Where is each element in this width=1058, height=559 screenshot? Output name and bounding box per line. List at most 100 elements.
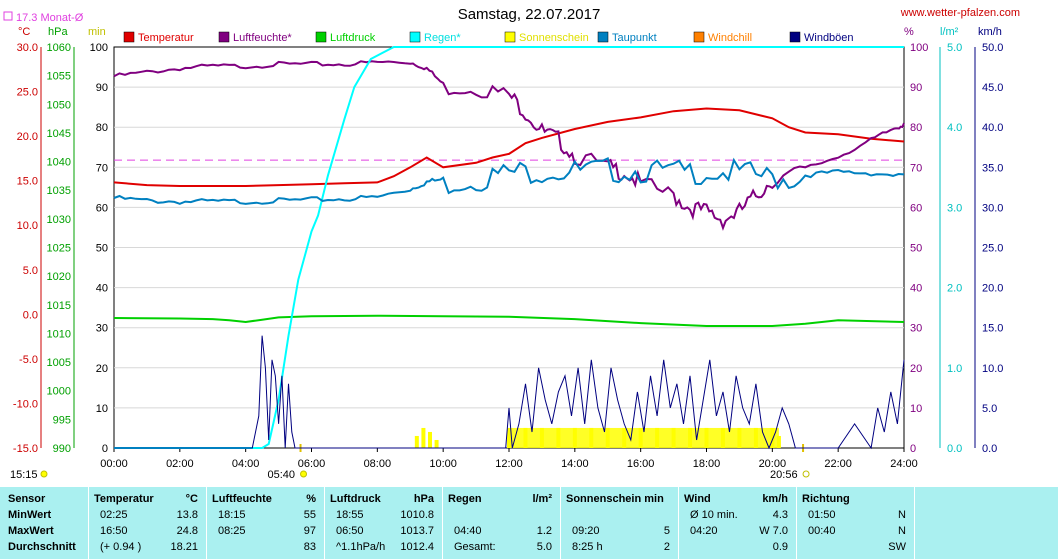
- stats-column-divider: [678, 487, 679, 559]
- stats-richtung-header: Richtung: [802, 493, 850, 505]
- stats-temperatur-value: 18.21: [170, 541, 198, 553]
- stats-temperatur-header: Temperatur: [94, 493, 154, 505]
- stats-richtung-value: N: [898, 525, 906, 537]
- sunshine-bar: [421, 427, 426, 448]
- humidity-tick-label: 50: [910, 243, 922, 255]
- legend-label: Windböen: [804, 32, 854, 44]
- time-tick-label: 22:00: [824, 458, 852, 470]
- humidity-tick-label: 20: [910, 363, 922, 375]
- stats-wind-label: Ø 10 min.: [690, 509, 738, 521]
- humidity-tick-label: 0: [910, 443, 916, 455]
- time-tick-label: 18:00: [693, 458, 721, 470]
- pressure-tick-label: 1020: [47, 271, 71, 283]
- legend-label: Luftdruck: [330, 32, 376, 44]
- sunshine-tick-label: 20: [96, 363, 108, 375]
- pressure-tick-label: 1000: [47, 386, 71, 398]
- legend-swatch: [597, 31, 609, 43]
- sunshine-tick-label: 50: [96, 243, 108, 255]
- stats-row-max: MaxWert: [8, 525, 54, 537]
- rain-tick-label: 1.0: [947, 363, 962, 375]
- stats-regen-value: 5.0: [536, 541, 552, 553]
- sunshine-tick-label: 90: [96, 82, 108, 94]
- stats-richtung-label: 01:50: [808, 509, 836, 521]
- stats-regen-label: 04:40: [454, 525, 482, 537]
- sunrise-icon: [300, 470, 308, 478]
- sunshine-tick-label: 100: [90, 42, 108, 54]
- stats-temperatur-label: 02:25: [100, 509, 128, 521]
- temp-tick-label: 15.0: [17, 176, 38, 188]
- stats-wind-value: 4.3: [772, 509, 788, 521]
- month-avg-label: 17.3 Monat-Ø: [16, 12, 84, 24]
- chart-title: Samstag, 22.07.2017: [457, 6, 601, 23]
- sunshine-bar: [434, 439, 439, 448]
- sunshine-tick-label: 80: [96, 122, 108, 134]
- time-tick-label: 08:00: [364, 458, 392, 470]
- sunshine-tick-label: 10: [96, 403, 108, 415]
- pressure-tick-label: 1035: [47, 185, 71, 197]
- site-url[interactable]: www.wetter-pfalzen.com: [900, 7, 1020, 19]
- stats-luftfeuchte-header: Luftfeuchte: [212, 493, 272, 505]
- stats-luftdruck-value: 1013.7: [400, 525, 434, 537]
- legend-swatch: [315, 31, 327, 43]
- stats-row-min: MinWert: [8, 509, 52, 521]
- temp-tick-label: 0.0: [23, 309, 38, 321]
- time-tick-label: 24:00: [890, 458, 918, 470]
- daylength-icon: [40, 470, 48, 478]
- sunshine-bar: [509, 427, 779, 448]
- stats-sensor-header: Sensor: [8, 493, 46, 505]
- series-line-regen: [114, 46, 904, 449]
- legend-swatch: [693, 31, 705, 43]
- sunshine-tick-label: 30: [96, 323, 108, 335]
- stats-luftfeuchte-value: 83: [303, 541, 316, 553]
- temp-tick-label: -5.0: [19, 354, 38, 366]
- time-tick-label: 16:00: [627, 458, 655, 470]
- time-tick-label: 00:00: [100, 458, 128, 470]
- series-line-temperatur: [113, 107, 905, 187]
- time-tick-label: 02:00: [166, 458, 194, 470]
- humidity-tick-label: 70: [910, 162, 922, 174]
- pressure-tick-label: 1040: [47, 157, 71, 169]
- stats-luftfeuchte-label: 08:25: [218, 525, 246, 537]
- legend-swatch: [218, 31, 230, 43]
- weather-chart: 30.0 25.0 20.0 15.0 10.0 5.0 0.0 -5.0 -10.0 -15.0…: [3, 11, 1003, 481]
- sunshine-tick-label: 40: [96, 283, 108, 295]
- stats-column-divider: [560, 487, 561, 559]
- wind-tick-label: 15.0: [982, 323, 1003, 335]
- rain-tick-label: 2.0: [947, 283, 962, 295]
- daylength-label: 15:15: [10, 469, 38, 481]
- wind-tick-label: 35.0: [982, 162, 1003, 174]
- legend-label: Windchill: [708, 32, 752, 44]
- temp-tick-label: 30.0: [17, 42, 38, 54]
- legend-swatch: [789, 31, 801, 43]
- stats-column-divider: [796, 487, 797, 559]
- sunrise-label: 05:40: [268, 469, 296, 481]
- legend-label: Luftfeuchte*: [233, 32, 292, 44]
- pressure-tick-label: 1010: [47, 328, 71, 340]
- sunshine-bar: [414, 435, 419, 448]
- series-line-luftdruck: [113, 314, 905, 327]
- wind-tick-label: 10.0: [982, 363, 1003, 375]
- rain-tick-label: 4.0: [947, 122, 962, 134]
- stats-luftdruck-label: 06:50: [336, 525, 364, 537]
- stats-regen-header: Regen: [448, 493, 482, 505]
- stats-regen-label: Gesamt:: [454, 541, 496, 553]
- series-line-taupunkt: [113, 156, 905, 205]
- stats-luftfeuchte-value: 55: [303, 509, 316, 521]
- stats-column-divider: [88, 487, 89, 559]
- stats-sonnenschein-value: 5: [663, 525, 670, 537]
- stats-temperatur-label: (+ 0.94 ): [100, 541, 142, 553]
- humidity-unit: %: [904, 26, 914, 38]
- stats-luftdruck-value: 1010.8: [400, 509, 434, 521]
- stats-column-divider: [324, 487, 325, 559]
- stats-luftdruck-label: ^1.1hPa/h: [336, 541, 386, 553]
- sunset-icon: [802, 470, 810, 478]
- wind-tick-label: 20.0: [982, 283, 1003, 295]
- sunshine-bar: [776, 435, 781, 448]
- pressure-tick-label: 1055: [47, 71, 71, 83]
- humidity-tick-label: 100: [910, 42, 928, 54]
- stats-column-divider: [442, 487, 443, 559]
- legend-label: Temperatur: [138, 32, 194, 44]
- temp-tick-label: -10.0: [13, 398, 38, 410]
- stats-luftdruck-label: 18:55: [336, 509, 364, 521]
- wind-tick-label: 30.0: [982, 202, 1003, 214]
